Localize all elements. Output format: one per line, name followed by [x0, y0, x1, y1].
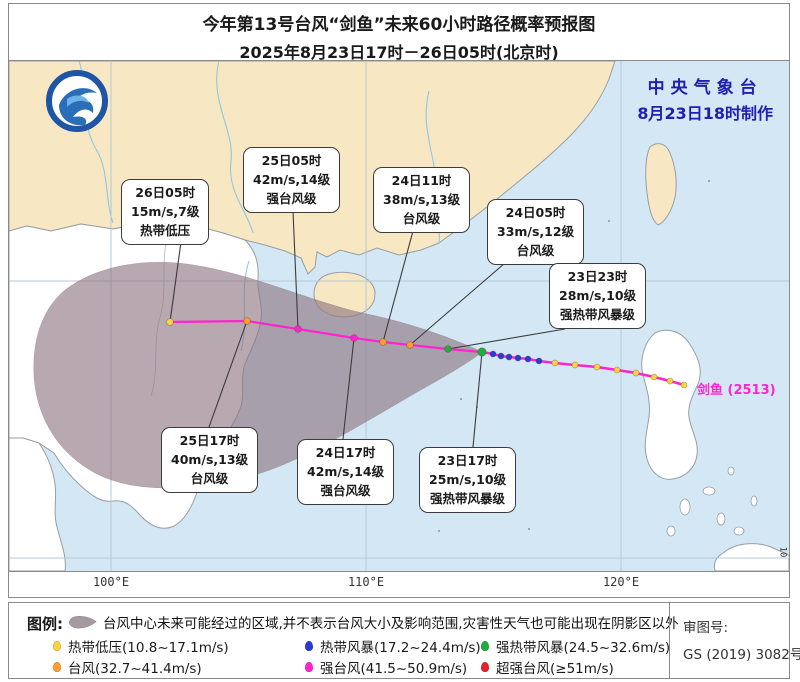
- legend-item-label: 热带风暴(17.2~24.4m/s): [320, 639, 481, 656]
- cma-logo-icon: [46, 70, 108, 132]
- forecast-track-point: [444, 345, 452, 353]
- intensity-dot-icon: [481, 661, 489, 672]
- taiwan-island: [645, 143, 677, 226]
- agency-issue-time: 8月23日18时制作: [637, 104, 773, 123]
- legend-item: 热带低压(10.8~17.1m/s): [53, 636, 305, 656]
- label-leader-line: [208, 320, 248, 428]
- legend-item: 台风(32.7~41.4m/s): [53, 657, 305, 677]
- intensity-dot-icon: [53, 661, 61, 672]
- past-track-point: [680, 381, 688, 389]
- agency-name: 中央气象台: [647, 78, 763, 98]
- label-leader-lines: [169, 210, 566, 448]
- forecast-point-label: 23日23时 28m/s,10级 强热带风暴级: [549, 263, 647, 330]
- lon-tick-100e: 100°E: [92, 575, 130, 589]
- luzon-island: [641, 329, 701, 480]
- forecast-point-label: 23日17时 25m/s,10级 强热带风暴级: [419, 447, 517, 514]
- intensity-dot-icon: [53, 640, 61, 651]
- legend-item: 超强台风(≥51m/s): [481, 657, 670, 677]
- license-number: GS (2019) 3082号: [683, 647, 800, 663]
- forecast-point-label: 24日05时 33m/s,12级 台风级: [487, 199, 585, 266]
- map-panel: 今年第13号台风“剑鱼”未来60小时路径概率预报图 2025年8月23日17时－…: [8, 3, 790, 598]
- past-track-point: [524, 355, 532, 363]
- titles: 今年第13号台风“剑鱼”未来60小时路径概率预报图 2025年8月23日17时－…: [9, 4, 789, 63]
- forecast-track-point: [379, 338, 387, 346]
- legend-item-label: 强台风(41.5~50.9m/s): [320, 660, 468, 677]
- legend-box: 图例: 台风中心未来可能经过的区域,并不表示台风大小及影响范围,灾害性天气也可能…: [8, 602, 800, 679]
- legend-items: 热带低压(10.8~17.1m/s) 热带风暴(17.2~24.4m/s) 强热带风…: [53, 635, 670, 677]
- past-track-point: [632, 369, 640, 377]
- intensity-dot-icon: [481, 640, 489, 651]
- forecast-track-point: [243, 317, 251, 325]
- past-track-point: [650, 373, 658, 381]
- cone-note: 台风中心未来可能经过的区域,并不表示台风大小及影响范围,灾害性天气也可能出现在阴…: [103, 616, 679, 632]
- past-track-point: [489, 350, 497, 358]
- forecast-point-label: 24日11时 38m/s,13级 台风级: [373, 167, 471, 234]
- current-position-point: [477, 347, 487, 357]
- latitude-tick-label: 10: [777, 546, 788, 558]
- storm-name-label: 剑鱼 (2513): [697, 383, 776, 398]
- forecast-track-point: [406, 341, 414, 349]
- legend-item: 强热带风暴(24.5~32.6m/s): [481, 636, 670, 656]
- legend-item-label: 热带低压(10.8~17.1m/s): [68, 639, 229, 656]
- intensity-dot-icon: [305, 640, 313, 651]
- past-track-point: [535, 357, 543, 365]
- forecast-point-label: 25日17时 40m/s,13级 台风级: [161, 427, 259, 494]
- map-license: 审图号: GS (2019) 3082号: [669, 603, 800, 678]
- map-canvas: 中央气象台 8月23日18时制作 26日05时 15m/s,7级 热带低压 25日05…: [9, 60, 789, 572]
- philippine-small-islands: [666, 466, 758, 537]
- forecast-track-point: [294, 325, 302, 333]
- malay-peninsula: [9, 437, 66, 571]
- past-track-point: [497, 352, 505, 360]
- forecast-point-label: 26日05时 15m/s,7级 热带低压: [121, 179, 210, 246]
- legend-item-label: 台风(32.7~41.4m/s): [68, 660, 202, 677]
- past-track-point: [505, 353, 513, 361]
- past-track-point: [613, 366, 621, 374]
- legend-item-label: 强热带风暴(24.5~32.6m/s): [496, 639, 671, 656]
- label-leader-line: [447, 328, 566, 350]
- legend-heading: 图例:: [27, 615, 63, 633]
- forecast-track-point: [166, 318, 174, 326]
- label-leader-line: [169, 241, 182, 323]
- legend-item-label: 超强台风(≥51m/s): [496, 660, 614, 677]
- past-track-point: [666, 377, 674, 385]
- label-leader-line: [292, 210, 299, 330]
- map-geography: [9, 61, 789, 571]
- past-track-point: [514, 354, 522, 362]
- label-leader-line: [382, 230, 414, 343]
- probability-cone: [33, 261, 483, 489]
- label-leader-line: [409, 262, 506, 346]
- forecast-point-label: 25日05时 42m/s,14级 强台风级: [243, 147, 341, 214]
- intensity-dot-icon: [305, 661, 313, 672]
- forecast-track-line: [169, 319, 483, 354]
- lon-tick-110e: 110°E: [347, 575, 385, 589]
- license-title: 审图号:: [683, 620, 729, 636]
- typhoon-track-points: [166, 317, 688, 389]
- small-islets: [438, 120, 710, 532]
- longitude-axis: 100°E 110°E 120°E: [9, 572, 789, 596]
- page-title: 今年第13号台风“剑鱼”未来60小时路径概率预报图: [202, 15, 596, 35]
- past-track-point: [551, 359, 559, 367]
- past-track-point: [593, 363, 601, 371]
- label-leader-line: [472, 351, 483, 448]
- forecast-point-label: 24日17时 42m/s,14级 强台风级: [297, 439, 395, 506]
- page-subtitle: 2025年8月23日17时－26日05时(北京时): [239, 43, 559, 62]
- lon-tick-120e: 120°E: [602, 575, 640, 589]
- agency-block: 中央气象台 8月23日18时制作: [637, 73, 773, 124]
- forecast-track-point: [350, 334, 358, 342]
- legend-item: 强台风(41.5~50.9m/s): [305, 657, 481, 677]
- cone-icon: [69, 616, 97, 629]
- past-track-point: [571, 361, 579, 369]
- legend-item: 热带风暴(17.2~24.4m/s): [305, 636, 481, 656]
- label-leader-line: [342, 337, 355, 440]
